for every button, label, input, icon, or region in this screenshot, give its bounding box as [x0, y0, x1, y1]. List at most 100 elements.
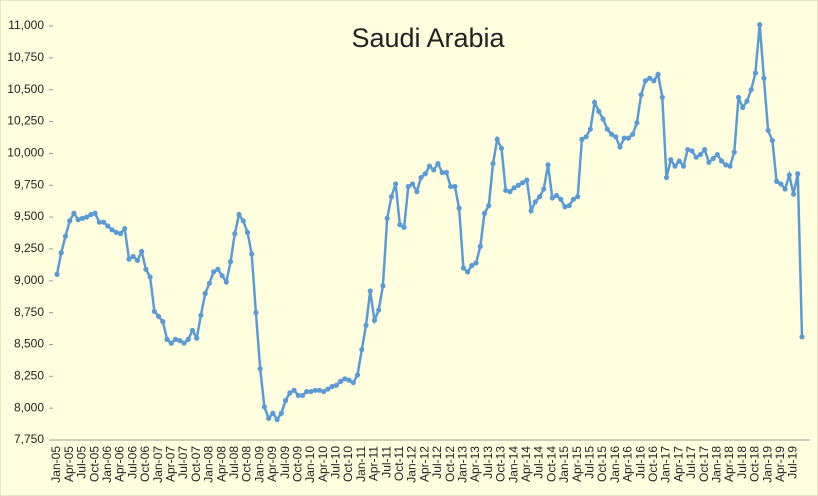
marker [338, 378, 344, 385]
marker [549, 195, 555, 201]
marker [232, 231, 238, 237]
marker [194, 335, 200, 341]
x-tick-label: Jan-17 [659, 446, 673, 483]
x-tick-label: Jul-07 [176, 446, 190, 479]
marker [274, 417, 280, 423]
marker [295, 392, 301, 399]
marker [253, 310, 259, 316]
y-tick-label: 9,750 [14, 177, 44, 191]
y-tick-label: 10,500 [7, 82, 44, 96]
marker [634, 120, 640, 126]
marker [642, 78, 648, 84]
x-tick-label: Oct-09 [290, 446, 304, 482]
marker [575, 194, 581, 200]
x-tick-label: Jan-19 [760, 446, 774, 483]
marker [553, 192, 560, 199]
marker [244, 229, 251, 235]
x-tick-label: Apr-10 [316, 446, 330, 482]
x-tick-label: Jan-13 [456, 446, 470, 483]
marker [778, 181, 784, 187]
x-tick-label: Apr-07 [163, 446, 177, 482]
marker [134, 257, 141, 263]
marker [604, 126, 610, 132]
marker [270, 410, 276, 416]
marker [414, 189, 420, 195]
marker [181, 340, 187, 346]
x-tick-label: Apr-15 [570, 446, 584, 482]
y-tick-label: 7,750 [14, 432, 44, 446]
x-tick-label: Jan-15 [557, 446, 571, 483]
marker [54, 271, 60, 277]
marker [58, 250, 64, 256]
marker [524, 177, 530, 183]
x-tick-label: Oct-17 [697, 446, 711, 482]
marker [219, 273, 225, 279]
marker [363, 322, 369, 328]
marker [139, 248, 145, 255]
x-tick-label: Jul-17 [684, 446, 698, 479]
marker [697, 152, 704, 158]
marker [765, 127, 771, 134]
marker [100, 219, 107, 225]
marker [744, 98, 750, 104]
marker [422, 171, 428, 177]
marker [96, 219, 102, 225]
marker [342, 376, 348, 382]
x-tick-label: Apr-09 [265, 446, 279, 482]
marker [393, 181, 399, 187]
marker [371, 317, 378, 323]
marker [401, 224, 407, 230]
marker [333, 382, 339, 388]
x-tick-label: Apr-08 [214, 446, 228, 482]
marker [723, 162, 729, 168]
marker [367, 288, 373, 294]
marker [748, 87, 754, 93]
marker [706, 159, 712, 165]
y-tick-label: 9,250 [14, 241, 44, 255]
x-tick-label: Jul-06 [125, 446, 139, 479]
marker [566, 203, 572, 209]
marker [498, 145, 505, 151]
marker [350, 380, 356, 386]
x-tick-label: Oct-15 [595, 446, 609, 482]
marker [299, 392, 306, 399]
marker [409, 181, 416, 187]
marker [625, 135, 632, 141]
marker [113, 229, 119, 235]
marker [591, 99, 598, 106]
y-tick-label: 9,000 [14, 273, 44, 287]
marker [608, 131, 615, 137]
x-tick-label: Jul-10 [329, 446, 343, 479]
x-tick-label: Jul-18 [735, 446, 749, 479]
x-tick-label: Jan-11 [354, 446, 368, 482]
marker [714, 152, 720, 158]
marker [202, 290, 208, 297]
marker [515, 182, 521, 188]
marker [71, 210, 77, 216]
x-tick-label: Apr-11 [367, 446, 381, 481]
marker [655, 71, 661, 78]
marker [67, 218, 73, 224]
marker [702, 146, 708, 153]
marker [507, 189, 513, 195]
marker [397, 222, 403, 228]
marker [354, 372, 361, 378]
y-tick-label: 9,500 [14, 209, 44, 223]
marker [117, 231, 124, 237]
marker [718, 158, 725, 164]
marker [177, 338, 183, 344]
x-tick-label: Apr-18 [722, 446, 736, 482]
marker [685, 146, 691, 153]
marker [75, 217, 81, 223]
marker [249, 251, 255, 257]
marker [727, 163, 733, 169]
marker [452, 183, 458, 190]
marker [621, 135, 627, 141]
marker [211, 269, 217, 275]
marker [160, 318, 166, 325]
x-tick-label: Oct-18 [748, 446, 762, 482]
x-tick-label: Jan-05 [49, 446, 63, 483]
marker [151, 308, 157, 314]
